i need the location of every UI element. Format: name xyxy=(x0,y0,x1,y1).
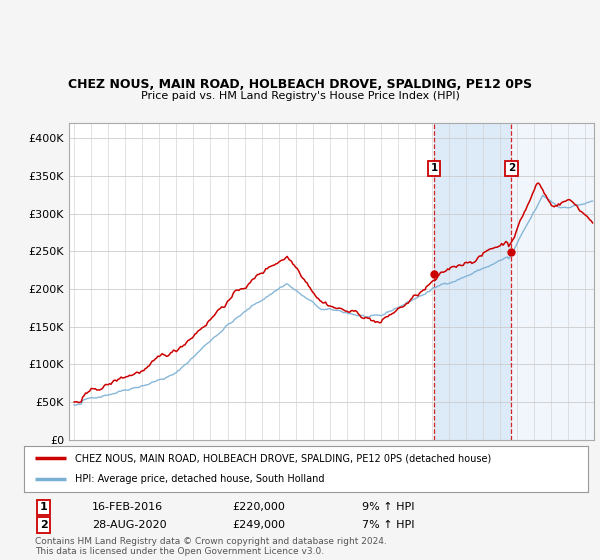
Text: 2: 2 xyxy=(508,164,515,174)
Text: £249,000: £249,000 xyxy=(233,520,286,530)
Text: CHEZ NOUS, MAIN ROAD, HOLBEACH DROVE, SPALDING, PE12 0PS (detached house): CHEZ NOUS, MAIN ROAD, HOLBEACH DROVE, SP… xyxy=(75,453,491,463)
Text: 1: 1 xyxy=(40,502,47,512)
Text: 28-AUG-2020: 28-AUG-2020 xyxy=(92,520,166,530)
Bar xyxy=(434,123,511,440)
Text: 16-FEB-2016: 16-FEB-2016 xyxy=(92,502,163,512)
Text: CHEZ NOUS, MAIN ROAD, HOLBEACH DROVE, SPALDING, PE12 0PS: CHEZ NOUS, MAIN ROAD, HOLBEACH DROVE, SP… xyxy=(68,78,532,91)
Text: 1: 1 xyxy=(430,164,438,174)
Text: Contains HM Land Registry data © Crown copyright and database right 2024.
This d: Contains HM Land Registry data © Crown c… xyxy=(35,537,387,557)
Bar xyxy=(511,123,594,440)
Text: Price paid vs. HM Land Registry's House Price Index (HPI): Price paid vs. HM Land Registry's House … xyxy=(140,91,460,101)
Text: HPI: Average price, detached house, South Holland: HPI: Average price, detached house, Sout… xyxy=(75,474,324,484)
Text: £220,000: £220,000 xyxy=(233,502,286,512)
Text: 2: 2 xyxy=(40,520,47,530)
Text: 7% ↑ HPI: 7% ↑ HPI xyxy=(362,520,415,530)
Text: 9% ↑ HPI: 9% ↑ HPI xyxy=(362,502,415,512)
